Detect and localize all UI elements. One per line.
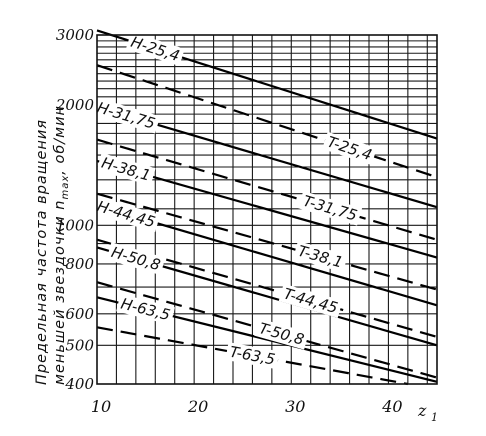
series-label-background [106, 242, 166, 276]
y-tick-label: 1000 [56, 216, 95, 234]
y-axis-label-subscript: max [60, 175, 71, 200]
series-label-background [278, 283, 343, 318]
y-axis-label-unit: , об/мин [52, 105, 68, 175]
x-tick-labels: 10 20 30 40 [91, 397, 403, 416]
series-label: H-31,75 [95, 98, 157, 132]
x-axis-label: z 1 [417, 401, 438, 424]
x-tick-label: 20 [187, 397, 208, 416]
x-axis-label-subscript: 1 [431, 411, 438, 424]
x-axis-label-main: z [417, 401, 427, 420]
y-tick-label: 600 [65, 305, 94, 323]
y-tick-label: 400 [64, 375, 94, 393]
y-tick-label: 500 [65, 336, 94, 354]
series-label-background [254, 318, 309, 350]
series-label-background [116, 293, 175, 325]
series-label: H-63,5 [119, 295, 172, 325]
series-label-background [322, 131, 378, 166]
series-label-background [293, 241, 348, 273]
series-label-background [125, 31, 185, 67]
series-label-background [92, 196, 161, 233]
x-tick-label: 30 [285, 397, 305, 416]
x-tick-label: 10 [91, 397, 111, 416]
y-tick-label: 2000 [55, 96, 95, 114]
series-line-H-38,1 [96, 159, 438, 259]
y-axis-label-line2-main: меньшей звездочки n [52, 200, 68, 385]
series-label-background [298, 190, 363, 226]
series-label-background [225, 342, 280, 370]
x-tick-label: 40 [381, 397, 402, 416]
series-line-T-31,75 [96, 138, 438, 241]
y-axis-label-line2: меньшей звездочки nmax, об/мин [52, 105, 71, 385]
y-axis-label-line1: Предельная частота вращения [34, 119, 50, 385]
y-tick-labels: 400 500 600 800 1000 2000 3000 [55, 26, 95, 393]
series-line-T-38,1 [96, 192, 438, 291]
y-tick-label: 800 [65, 255, 94, 273]
y-axis-label: Предельная частота вращения меньшей звез… [34, 105, 71, 385]
series-line-T-25,4 [96, 64, 438, 179]
series-label: T-63,5 [228, 343, 276, 369]
series-label-background [92, 97, 161, 134]
series-label-background [96, 152, 156, 186]
y-tick-label: 3000 [56, 26, 95, 44]
plot-frame [96, 34, 438, 385]
series-label: T-50,8 [257, 319, 306, 349]
